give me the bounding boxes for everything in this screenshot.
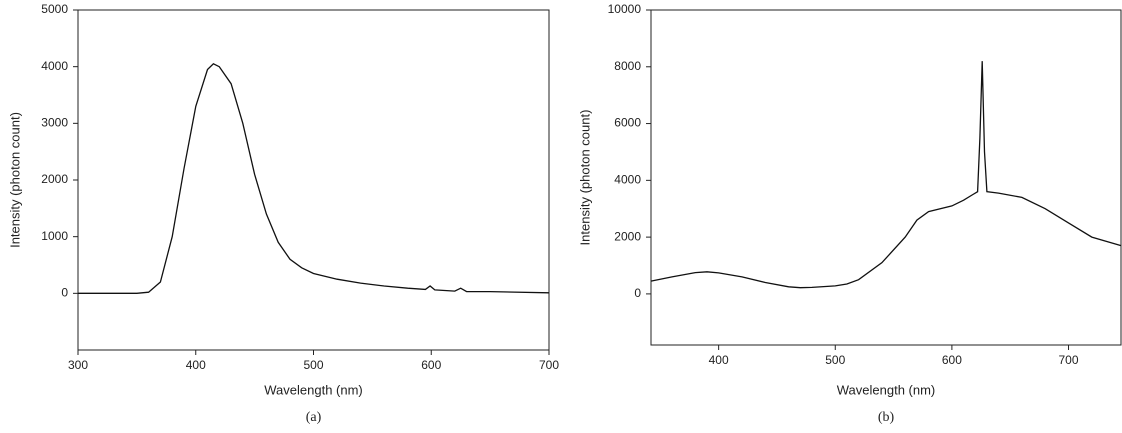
y-tick-label: 2000 xyxy=(41,172,68,186)
y-tick-label: 6000 xyxy=(614,116,641,130)
y-tick-label: 0 xyxy=(634,286,641,300)
x-tick-label: 700 xyxy=(539,358,559,372)
x-tick-label: 500 xyxy=(825,353,845,367)
data-line xyxy=(650,61,1122,289)
data-line xyxy=(78,63,550,294)
y-tick-label: 3000 xyxy=(41,116,68,130)
x-tick-label: 500 xyxy=(303,358,323,372)
x-tick-label: 400 xyxy=(709,353,729,367)
y-tick-label: 5000 xyxy=(41,2,68,16)
x-tick-label: 400 xyxy=(186,358,206,372)
y-tick-label: 0 xyxy=(61,286,68,300)
y-axis-label: Intensity (photon count) xyxy=(577,110,592,246)
y-axis-label: Intensity (photon count) xyxy=(7,112,22,248)
caption: (b) xyxy=(878,410,895,425)
x-axis-label: Wavelength (nm) xyxy=(837,382,936,397)
y-tick-label: 8000 xyxy=(614,59,641,73)
x-axis-label: Wavelength (nm) xyxy=(264,382,363,397)
x-tick-label: 600 xyxy=(421,358,441,372)
y-tick-label: 4000 xyxy=(614,173,641,187)
x-tick-label: 300 xyxy=(68,358,88,372)
plot-frame xyxy=(77,9,550,351)
plot-frame xyxy=(650,9,1122,346)
y-tick-label: 4000 xyxy=(41,59,68,73)
x-tick-label: 600 xyxy=(942,353,962,367)
caption: (a) xyxy=(306,410,322,425)
y-tick-label: 10000 xyxy=(608,2,642,16)
y-tick-label: 1000 xyxy=(41,229,68,243)
y-tick-label: 2000 xyxy=(614,229,641,243)
x-tick-label: 700 xyxy=(1059,353,1079,367)
